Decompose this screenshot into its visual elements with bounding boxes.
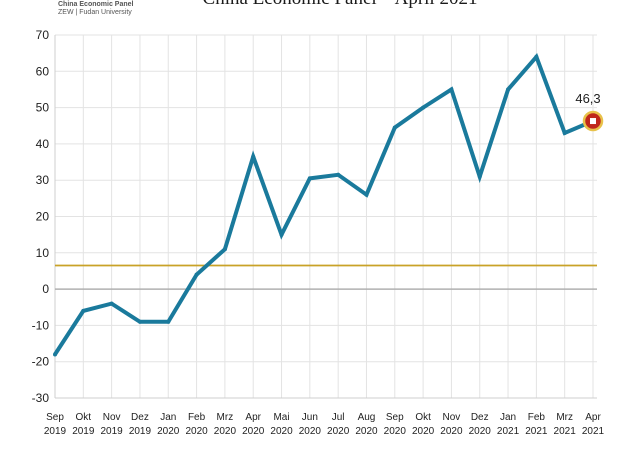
x-tick-month: Nov <box>443 412 461 423</box>
x-tick-month: Okt <box>76 412 92 423</box>
y-tick-label: -10 <box>32 318 50 332</box>
series <box>53 52 595 357</box>
x-tick-year: 2020 <box>299 426 322 437</box>
x-axis: Sep 2019 Okt 2019 Nov 2019 Dez 2019 Jan 2020 Feb 20… <box>44 412 605 437</box>
y-tick-label: 20 <box>36 210 50 224</box>
x-tick-month: Nov <box>103 412 121 423</box>
data-point <box>109 301 114 306</box>
data-point <box>392 125 397 130</box>
y-axis: -30 -20 -10 0 10 20 30 40 50 60 70 <box>32 28 50 405</box>
x-tick-month: Apr <box>585 412 601 423</box>
series-line <box>53 52 594 356</box>
reference-lines <box>55 264 597 290</box>
x-tick-year: 2020 <box>327 426 350 437</box>
data-point <box>534 54 539 59</box>
x-tick-year: 2020 <box>412 426 435 437</box>
y-tick-label: 60 <box>36 64 50 78</box>
data-point <box>449 87 454 92</box>
logo-line-2: ZEW | Fudan University <box>58 9 132 16</box>
x-tick-month: Feb <box>188 412 206 423</box>
x-tick-year: 2020 <box>469 426 492 437</box>
x-tick-year: 2019 <box>101 426 124 437</box>
x-tick-year: 2019 <box>44 426 67 437</box>
y-tick-label: 40 <box>36 137 50 151</box>
y-tick-label: 70 <box>36 28 50 42</box>
x-tick-month: Dez <box>471 412 489 423</box>
data-point <box>222 247 227 252</box>
data-point <box>364 192 369 197</box>
x-tick-month: Apr <box>245 412 261 423</box>
highlight-label: 46,3 <box>575 91 600 106</box>
x-tick-month: Feb <box>528 412 546 423</box>
data-point <box>421 105 426 110</box>
y-tick-label: 0 <box>42 282 49 296</box>
gridlines <box>54 34 597 399</box>
y-tick-label: 30 <box>36 173 50 187</box>
chart-title: China Economic Panel – April 2021 <box>203 0 478 9</box>
x-tick-month: Sep <box>386 412 404 423</box>
x-tick-year: 2020 <box>214 426 237 437</box>
x-tick-month: Sep <box>46 412 64 423</box>
data-point <box>279 232 284 237</box>
data-point <box>477 174 482 179</box>
data-point <box>137 319 142 324</box>
y-tick-label: 10 <box>36 246 50 260</box>
data-point <box>81 308 86 313</box>
data-point <box>251 154 256 159</box>
x-tick-month: Jun <box>302 412 318 423</box>
y-tick-label: 50 <box>36 101 50 115</box>
x-tick-year: 2020 <box>355 426 378 437</box>
x-tick-year: 2020 <box>185 426 208 437</box>
logo-line-1: China Economic Panel <box>58 1 134 8</box>
data-point <box>562 131 567 136</box>
x-tick-month: Jan <box>500 412 516 423</box>
x-tick-year: 2021 <box>554 426 577 437</box>
annotations: 46,3 <box>575 91 604 132</box>
data-point <box>166 319 171 324</box>
data-point <box>506 87 511 92</box>
x-tick-month: Dez <box>131 412 149 423</box>
x-tick-year: 2021 <box>525 426 548 437</box>
x-tick-month: Jul <box>332 412 345 423</box>
data-point <box>336 172 341 177</box>
y-tick-label: -30 <box>32 391 50 405</box>
data-point <box>194 272 199 277</box>
x-tick-month: Mai <box>273 412 289 423</box>
data-point <box>307 176 312 181</box>
y-tick-label: -20 <box>32 355 50 369</box>
x-tick-month: Aug <box>358 412 376 423</box>
x-tick-year: 2020 <box>270 426 293 437</box>
x-tick-year: 2020 <box>242 426 265 437</box>
x-tick-month: Jan <box>160 412 176 423</box>
x-tick-year: 2019 <box>72 426 95 437</box>
data-point <box>53 352 57 357</box>
x-tick-year: 2019 <box>129 426 152 437</box>
x-tick-year: 2021 <box>582 426 605 437</box>
x-tick-year: 2020 <box>384 426 407 437</box>
x-tick-month: Okt <box>415 412 431 423</box>
x-tick-month: Mrz <box>217 412 234 423</box>
x-tick-year: 2021 <box>497 426 520 437</box>
x-tick-year: 2020 <box>440 426 463 437</box>
highlight-marker-center <box>590 118 596 125</box>
x-tick-year: 2020 <box>157 426 180 437</box>
x-tick-month: Mrz <box>556 412 573 423</box>
